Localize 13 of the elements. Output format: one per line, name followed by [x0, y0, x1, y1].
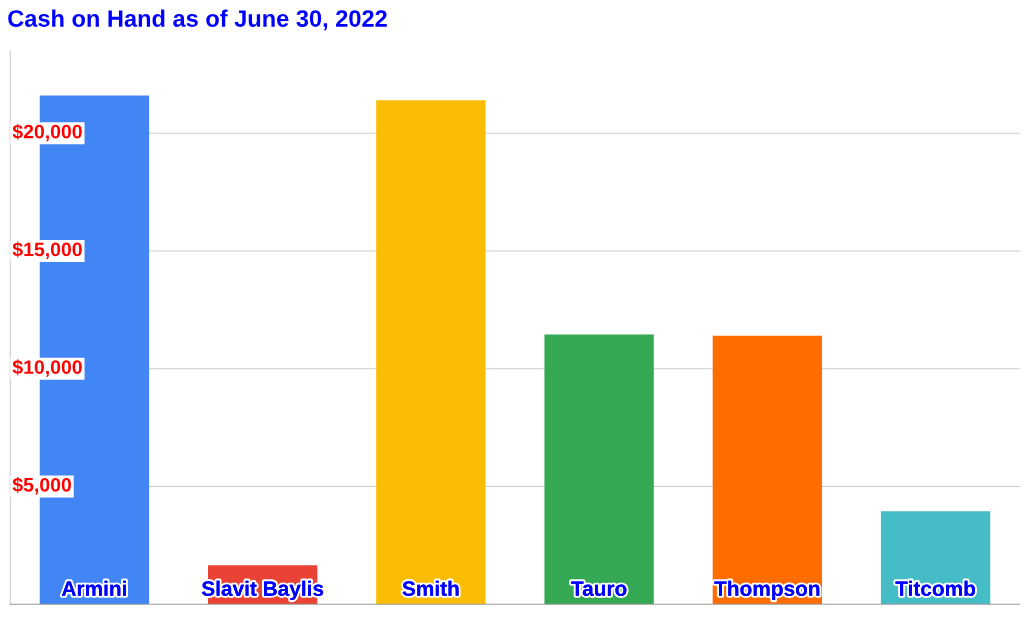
- x-tick-label: Tauro: [571, 581, 627, 596]
- x-tick-label: Thompson: [714, 580, 820, 601]
- y-tick-label: $5,000: [12, 477, 71, 495]
- bar: [712, 335, 823, 605]
- bar: [544, 334, 654, 605]
- y-tick-label: $10,000: [12, 359, 82, 377]
- x-tick-label: Smith: [402, 580, 459, 596]
- chart-title: Cash on Hand as of June 30, 2022: [8, 9, 387, 31]
- bar: [376, 100, 486, 605]
- y-tick-label: $15,000: [12, 241, 82, 260]
- x-tick-label: Titcomb: [895, 580, 976, 596]
- y-tick-label: $20,000: [12, 123, 82, 142]
- x-tick-label: Armini: [61, 580, 126, 596]
